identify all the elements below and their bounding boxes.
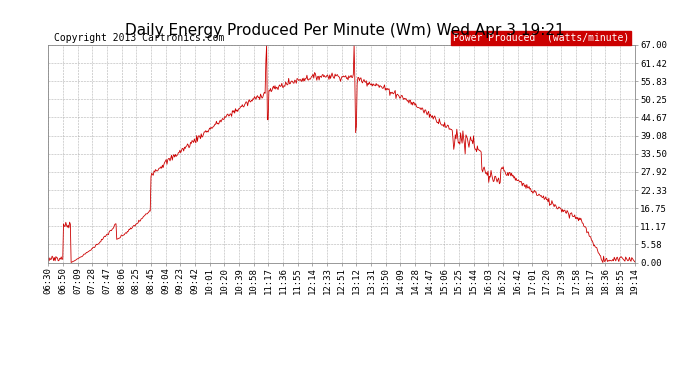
Text: Daily Energy Produced Per Minute (Wm) Wed Apr 3 19:21: Daily Energy Produced Per Minute (Wm) We… [125,22,565,38]
Text: Copyright 2013 Cartronics.com: Copyright 2013 Cartronics.com [55,33,224,43]
Text: Power Produced  (watts/minute): Power Produced (watts/minute) [453,33,629,43]
